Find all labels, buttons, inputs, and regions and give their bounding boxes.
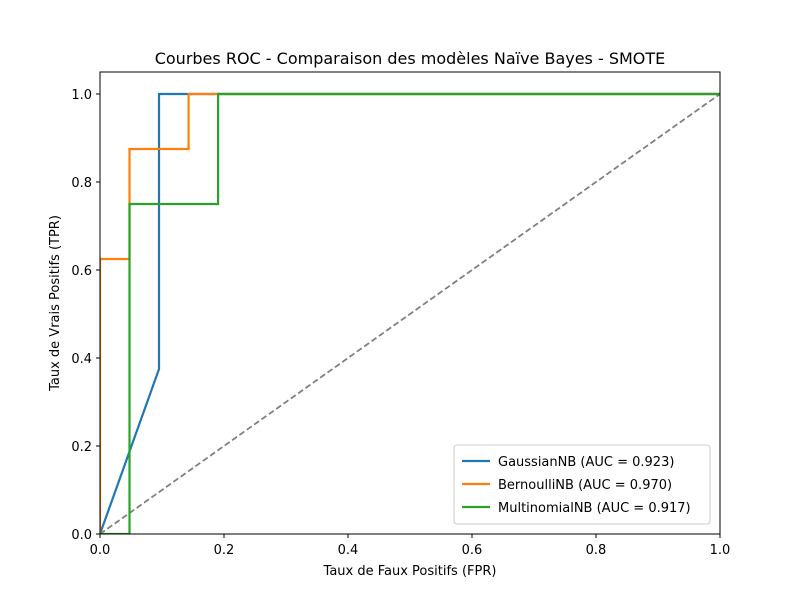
x-axis-label: Taux de Faux Positifs (FPR) <box>323 564 497 579</box>
y-tick-label: 0.2 <box>71 440 92 455</box>
x-tick-label: 0.6 <box>462 543 483 558</box>
y-axis-label: Taux de Vrais Positifs (TPR) <box>48 215 63 392</box>
x-tick-label: 0.4 <box>338 543 359 558</box>
legend: GaussianNB (AUC = 0.923) BernoulliNB (AUC… <box>453 444 711 525</box>
x-tick-label: 0.2 <box>214 543 235 558</box>
y-tick-label: 1.0 <box>71 88 92 103</box>
series-line-2 <box>100 92 720 534</box>
legend-label-0: GaussianNB (AUC = 0.923) <box>498 455 674 470</box>
chart-title: Courbes ROC - Comparaison des modèles Na… <box>155 49 666 68</box>
y-tick-label: 0.4 <box>71 352 92 367</box>
y-axis-ticks: 0.0 0.2 0.4 0.6 0.8 1.0 <box>71 88 100 543</box>
x-tick-label: 0.0 <box>90 543 111 558</box>
legend-label-2: MultinomialNB (AUC = 0.917) <box>498 501 691 516</box>
series-line-1 <box>100 92 720 534</box>
x-tick-label: 0.8 <box>586 543 607 558</box>
legend-box <box>453 444 711 525</box>
reference-diagonal-line <box>100 93 720 534</box>
plot-area <box>99 71 721 535</box>
plot-frame <box>99 71 721 535</box>
legend-label-1: BernoulliNB (AUC = 0.970) <box>498 478 672 493</box>
y-tick-label: 0.8 <box>71 176 92 191</box>
x-tick-label: 1.0 <box>710 543 731 558</box>
y-tick-label: 0.6 <box>71 264 92 279</box>
y-tick-label: 0.0 <box>71 528 92 543</box>
x-axis-ticks: 0.0 0.2 0.4 0.6 0.8 1.0 <box>90 534 731 558</box>
